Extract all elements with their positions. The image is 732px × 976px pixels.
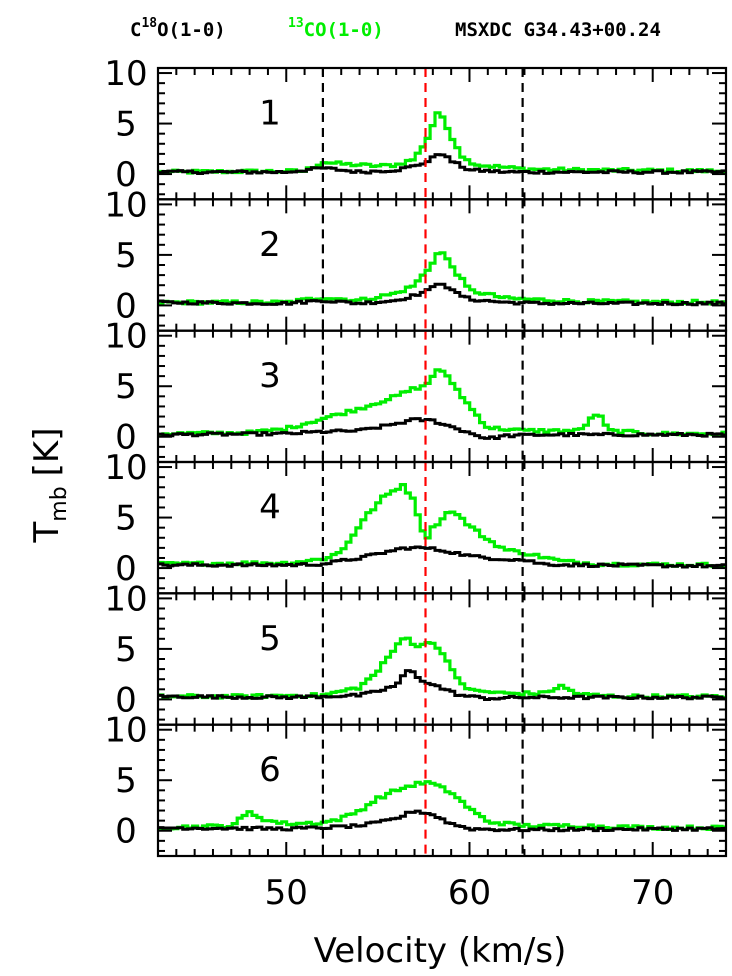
y-tick-label: 0 (115, 286, 137, 326)
y-tick-label: 10 (104, 185, 147, 225)
y-tick-label: 5 (115, 499, 137, 539)
x-tick-label: 60 (448, 873, 491, 913)
panel-frame-6 (156, 723, 728, 858)
spectrum-co13-panel-1 (158, 111, 726, 175)
panel-3: 0 5 10 3 (104, 317, 728, 464)
spectrum-c18o-panel-2 (158, 282, 726, 307)
y-tick-label: 5 (115, 630, 137, 670)
y-tick-label: 5 (115, 236, 137, 276)
panel-2: 0 5 10 2 (104, 185, 728, 332)
y-tick-label: 0 (115, 549, 137, 589)
co13-legend-suffix: CO(1-0) (304, 19, 384, 41)
x-tick-label: 50 (265, 873, 308, 913)
svg-text:C18O(1-0): C18O(1-0) (130, 16, 226, 41)
spectrum-co13-panel-4 (158, 483, 726, 569)
y-tick-label: 5 (115, 761, 137, 801)
ylabel-main: T (27, 522, 67, 544)
panel-number: 1 (259, 93, 281, 133)
y-tick-label: 0 (115, 418, 137, 458)
c18o-legend-sup: 18 (141, 16, 157, 31)
panel-number: 4 (259, 487, 281, 527)
y-tick-label: 10 (104, 448, 147, 488)
y-tick-label: 10 (104, 711, 147, 751)
co13-legend-sup: 13 (288, 16, 304, 31)
y-tick-label: 10 (104, 54, 147, 94)
ylabel-sub: mb (47, 486, 72, 521)
panel-4: 0 5 10 4 (104, 448, 728, 595)
c18o-legend-prefix: C (130, 19, 141, 41)
spectrum-c18o-panel-6 (158, 809, 726, 833)
y-tick-label: 5 (115, 367, 137, 407)
panel-5: 0 5 10 5 (104, 579, 728, 726)
spectrum-c18o-panel-1 (158, 153, 726, 175)
c18o-legend-suffix: O(1-0) (157, 19, 226, 41)
panel-frame-2 (156, 198, 728, 332)
y-tick-label: 0 (115, 680, 137, 720)
panel-number: 6 (259, 750, 281, 790)
spectrum-c18o-panel-3 (158, 417, 726, 440)
panel-6: 0 5 10 6 (104, 711, 728, 858)
panel-number: 5 (259, 619, 281, 659)
panel-frame-5 (156, 592, 728, 726)
y-tick-label: 0 (115, 812, 137, 852)
spectrum-c18o-panel-4 (158, 545, 726, 569)
ylabel-unit: [K] (27, 427, 67, 476)
svg-text:13CO(1-0): 13CO(1-0) (288, 16, 384, 41)
panel-number: 3 (259, 356, 281, 396)
panel-frame-4 (156, 460, 728, 595)
y-axis-title: Tmb [K] (27, 427, 72, 543)
source-name: MSXDC G34.43+00.24 (455, 19, 661, 41)
x-tick-label: 70 (631, 873, 674, 913)
y-tick-label: 0 (115, 155, 137, 195)
spectrum-c18o-panel-5 (158, 669, 726, 701)
y-tick-label: 5 (115, 105, 137, 145)
panel-frame-1 (156, 66, 728, 201)
svg-text:Tmb[K]: Tmb [K] (27, 427, 72, 543)
figure-header: C18O(1-0) 13CO(1-0) MSXDC G34.43+00.24 (130, 16, 661, 41)
panel-1: 0 5 10 1 (104, 54, 728, 201)
panel-number: 2 (259, 225, 281, 265)
panel-frame-3 (156, 329, 728, 464)
y-tick-label: 10 (104, 579, 147, 619)
x-axis-title: Velocity (km/s) (314, 931, 567, 971)
spectrum-co13-panel-6 (158, 780, 726, 831)
spectrum-co13-panel-2 (158, 251, 726, 306)
y-tick-label: 10 (104, 317, 147, 357)
